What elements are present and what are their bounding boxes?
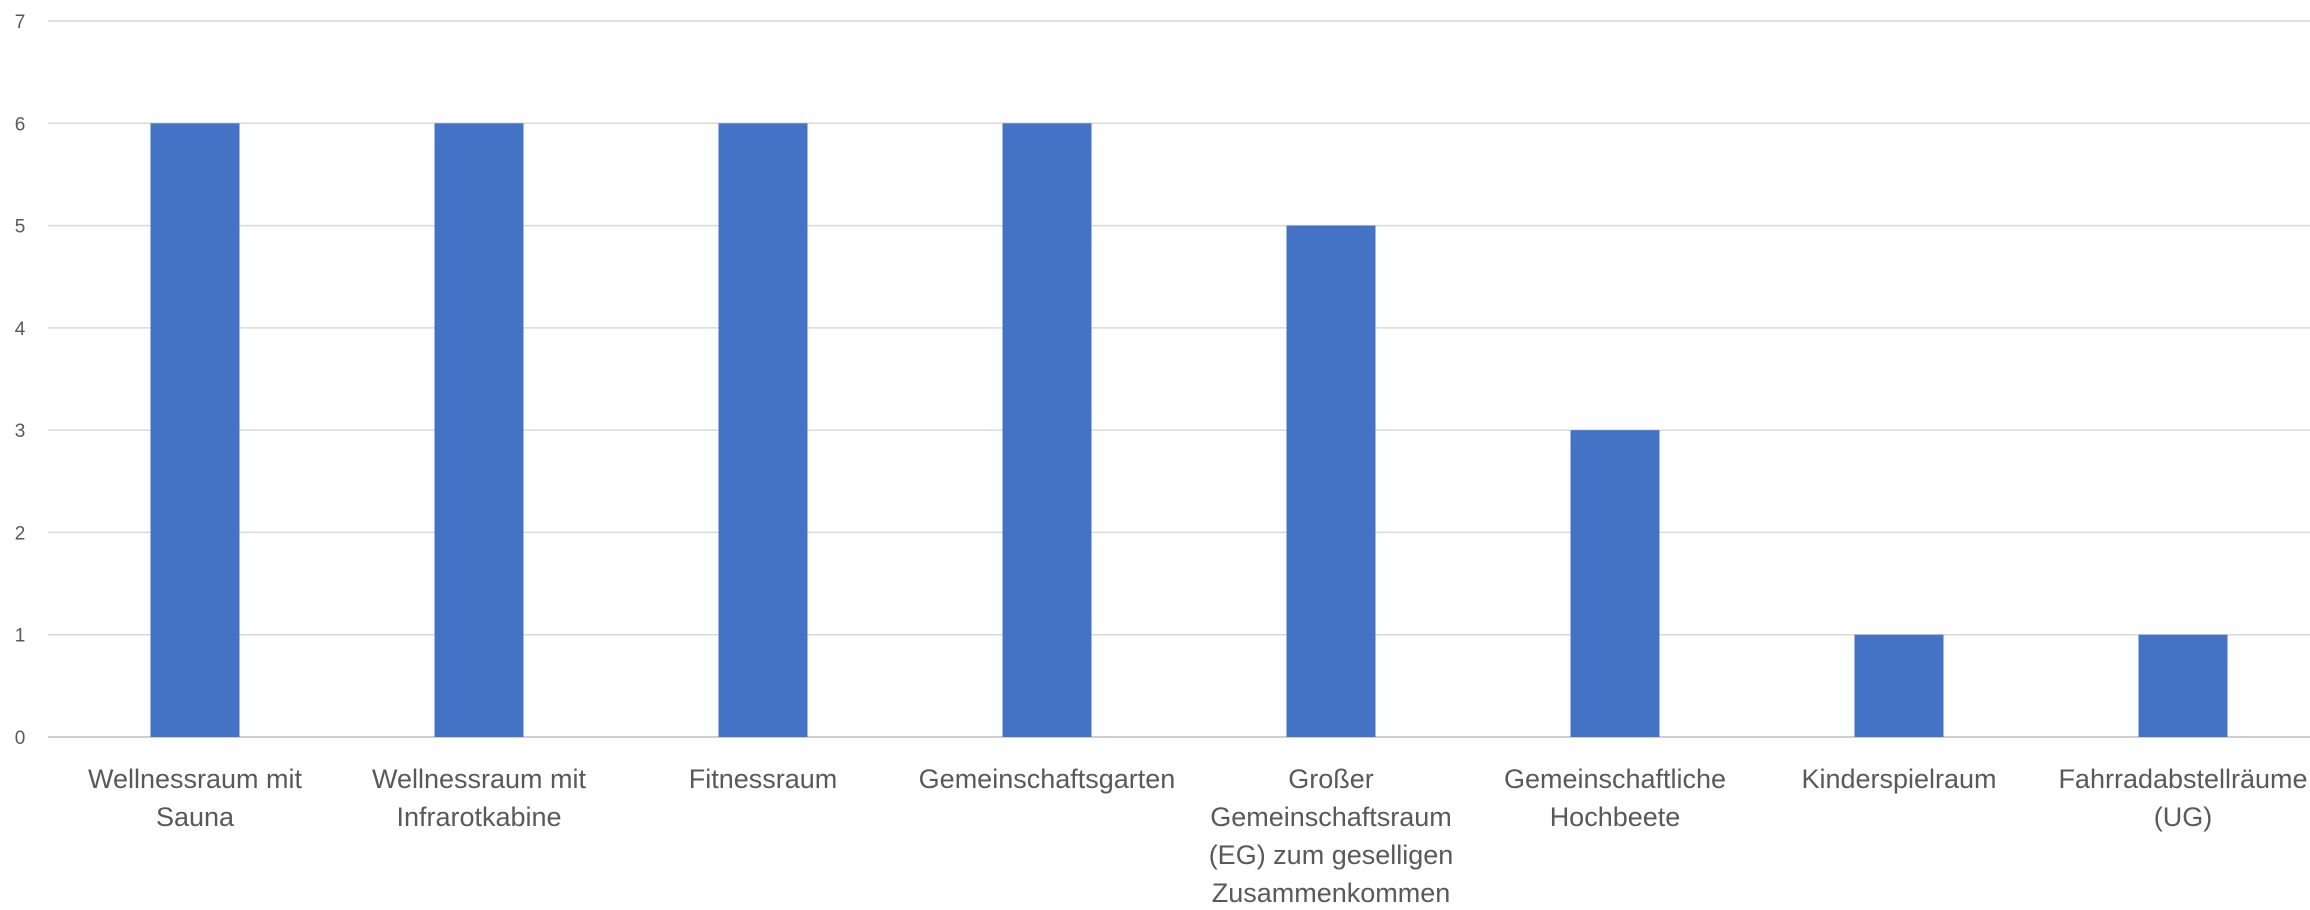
x-category-label-line: Hochbeete xyxy=(1550,802,1681,832)
x-category-label: Gemeinschaftsgarten xyxy=(919,764,1176,794)
x-category-label-line: Gemeinschaftsgarten xyxy=(919,764,1176,794)
bar xyxy=(434,123,524,738)
x-category-label-line: (EG) zum geselligen xyxy=(1209,840,1454,870)
x-category-label-line: Großer xyxy=(1288,764,1374,794)
y-tick-label: 5 xyxy=(15,217,26,238)
x-category-label-line: Wellnessraum mit xyxy=(372,764,587,794)
x-category-label-line: Wellnessraum mit xyxy=(88,764,303,794)
x-category-label-line: Zusammenkommen xyxy=(1212,878,1451,908)
x-axis-labels: Wellnessraum mit Sauna Wellnessraum mit Inf… xyxy=(88,764,2308,908)
x-category-label: Wellnessraum mit Sauna xyxy=(88,764,303,832)
x-category-label: Fahrradabstellräume (UG) xyxy=(2058,764,2307,832)
bar xyxy=(1570,430,1660,737)
x-category-label-line: Infrarotkabine xyxy=(396,802,561,832)
x-category-label-line: Gemeinschaftsraum xyxy=(1210,802,1452,832)
bar xyxy=(1002,123,1092,738)
x-category-label-line: (UG) xyxy=(2154,802,2212,832)
x-category-label-line: Fahrradabstellräume xyxy=(2058,764,2307,794)
x-category-label-line: Sauna xyxy=(156,802,235,832)
y-axis-ticks: 0 1 2 3 4 5 6 7 xyxy=(15,12,26,749)
y-tick-label: 1 xyxy=(15,626,26,647)
y-tick-label: 7 xyxy=(15,12,26,33)
x-category-label: Kinderspielraum xyxy=(1801,764,1996,794)
y-tick-label: 0 xyxy=(15,728,26,749)
x-category-label: Großer Gemeinschaftsraum (EG) zum gesellig… xyxy=(1209,764,1454,908)
y-tick-label: 2 xyxy=(15,523,26,544)
bar xyxy=(150,123,240,738)
gridlines xyxy=(48,20,2310,738)
x-category-label-line: Kinderspielraum xyxy=(1801,764,1996,794)
x-category-label-line: Fitnessraum xyxy=(689,764,838,794)
x-category-label: Wellnessraum mit Infrarotkabine xyxy=(372,764,587,832)
bar xyxy=(718,123,808,738)
y-tick-label: 4 xyxy=(15,319,26,340)
y-tick-label: 6 xyxy=(15,114,26,135)
y-tick-label: 3 xyxy=(15,421,26,442)
bar xyxy=(2138,634,2228,737)
bar xyxy=(1854,634,1944,737)
bars xyxy=(150,123,2228,738)
x-category-label: Gemeinschaftliche Hochbeete xyxy=(1504,764,1726,832)
bar xyxy=(1286,225,1376,738)
x-category-label: Fitnessraum xyxy=(689,764,838,794)
x-category-label-line: Gemeinschaftliche xyxy=(1504,764,1726,794)
